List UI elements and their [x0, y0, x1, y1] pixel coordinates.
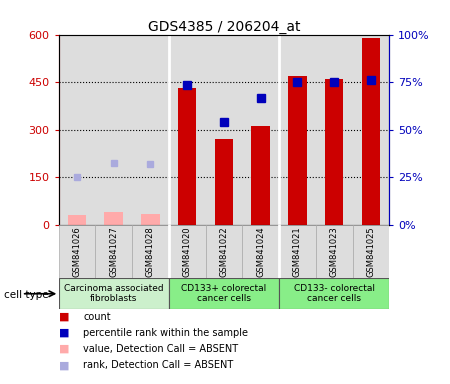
Bar — [178, 88, 196, 225]
Text: Carcinoma associated
fibroblasts: Carcinoma associated fibroblasts — [64, 284, 163, 303]
Text: GSM841028: GSM841028 — [146, 226, 155, 277]
Text: CD133+ colorectal
cancer cells: CD133+ colorectal cancer cells — [181, 284, 266, 303]
Bar — [68, 215, 86, 225]
Bar — [362, 38, 380, 225]
Text: ■: ■ — [58, 328, 69, 338]
Bar — [252, 126, 270, 225]
Bar — [58, 278, 169, 309]
Text: CD133- colorectal
cancer cells: CD133- colorectal cancer cells — [293, 284, 374, 303]
Bar — [206, 225, 242, 278]
Text: count: count — [83, 312, 111, 322]
Bar — [169, 278, 279, 309]
Bar — [141, 214, 160, 225]
Bar — [58, 225, 95, 278]
Text: percentile rank within the sample: percentile rank within the sample — [83, 328, 248, 338]
Text: ■: ■ — [58, 312, 69, 322]
Text: GSM841025: GSM841025 — [366, 226, 375, 277]
Text: ■: ■ — [58, 344, 69, 354]
Title: GDS4385 / 206204_at: GDS4385 / 206204_at — [148, 20, 300, 33]
Bar — [169, 225, 206, 278]
Text: GSM841020: GSM841020 — [183, 226, 192, 277]
Text: GSM841023: GSM841023 — [329, 226, 338, 277]
Bar — [316, 225, 352, 278]
Bar — [95, 225, 132, 278]
Text: cell type: cell type — [4, 290, 49, 300]
Bar — [215, 139, 233, 225]
Bar — [242, 225, 279, 278]
Bar — [325, 79, 343, 225]
Bar — [352, 225, 389, 278]
Bar — [288, 76, 306, 225]
Text: GSM841027: GSM841027 — [109, 226, 118, 277]
Text: rank, Detection Call = ABSENT: rank, Detection Call = ABSENT — [83, 360, 234, 370]
Bar — [132, 225, 169, 278]
Text: GSM841026: GSM841026 — [72, 226, 81, 277]
Text: GSM841021: GSM841021 — [293, 226, 302, 277]
Text: value, Detection Call = ABSENT: value, Detection Call = ABSENT — [83, 344, 238, 354]
Bar — [279, 225, 316, 278]
Text: GSM841022: GSM841022 — [220, 226, 228, 277]
Text: ■: ■ — [58, 360, 69, 370]
Text: GSM841024: GSM841024 — [256, 226, 265, 277]
Bar — [104, 212, 123, 225]
Bar — [279, 278, 389, 309]
